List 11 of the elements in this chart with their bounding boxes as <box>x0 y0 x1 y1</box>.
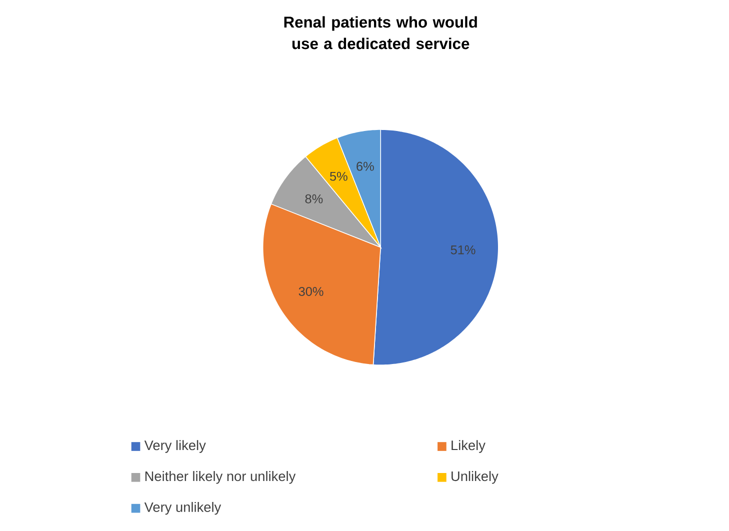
data-label: 5% <box>330 172 348 181</box>
legend-label: Unlikely <box>452 471 498 484</box>
legend-label: Neither likely nor unlikely <box>145 471 296 484</box>
data-label: 30% <box>298 287 324 296</box>
legend-label: Very likely <box>144 440 206 453</box>
data-label: 8% <box>305 194 323 204</box>
legend-label: Likely <box>452 440 486 453</box>
data-label: 6% <box>356 162 374 171</box>
chart-title: Renal patients who would use a dedicated service <box>284 16 477 50</box>
data-label: 51% <box>450 245 476 254</box>
legend-label: Very unlikely <box>144 502 222 515</box>
